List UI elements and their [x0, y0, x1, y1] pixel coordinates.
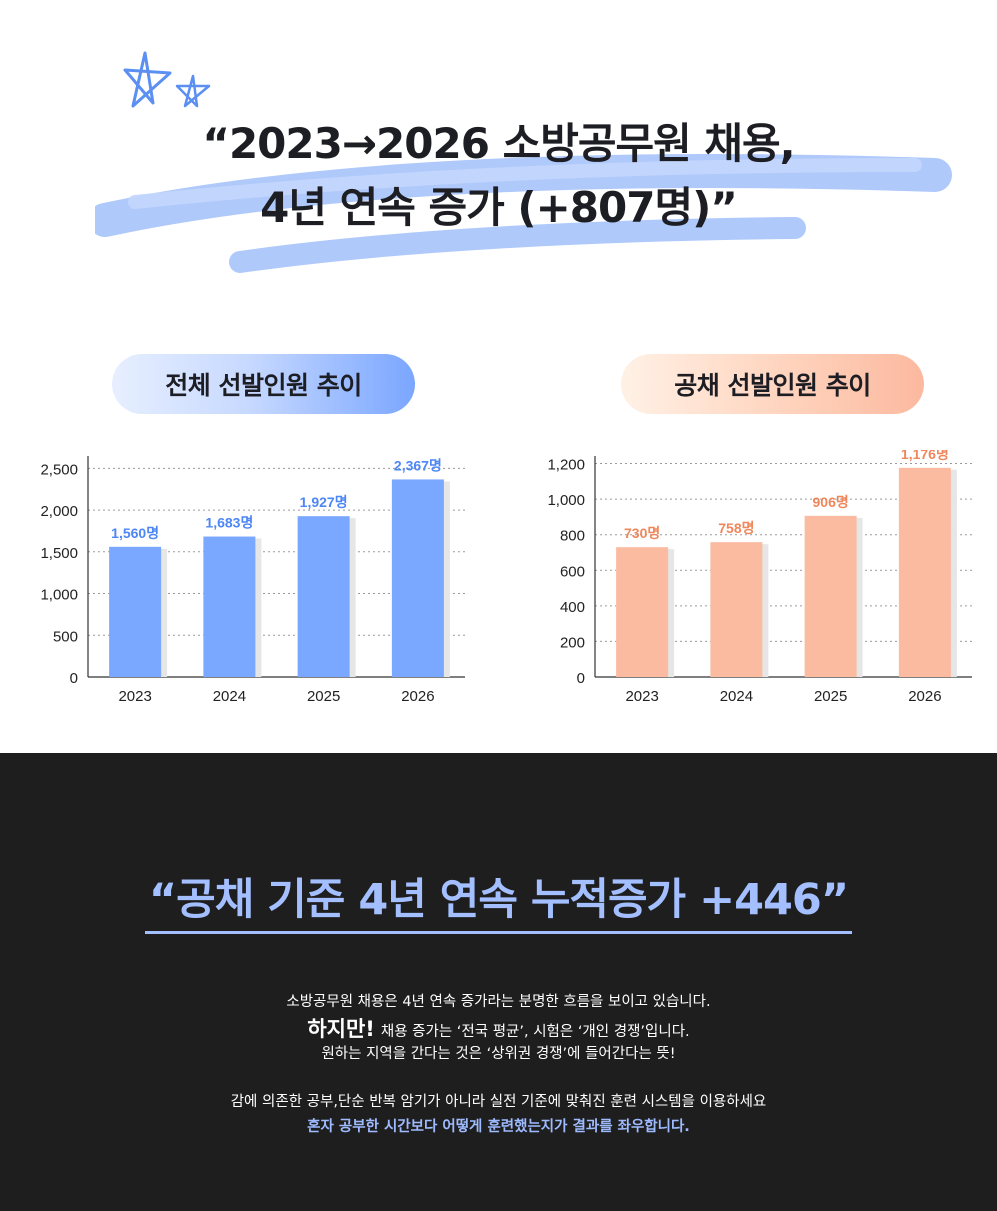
total-bar-2024: [203, 536, 256, 677]
pill-open-recruit-trend: 공채 선발인원 추이: [621, 354, 924, 414]
open-bar-2024: [710, 542, 763, 677]
chart-open-recruit-selection: 0 200 400 600 800 1,000 1,200 730명 2023 758명 2024 9…: [547, 450, 972, 705]
open-ytick-label: 800: [560, 528, 585, 545]
paragraph-region: 원하는 지역을 간다는 것은 ‘상위권 경쟁’에 들어간다는 뜻!: [321, 1046, 676, 1062]
open-ytick-label: 0: [577, 670, 585, 687]
headline-line-2: 4년 연속 증가 (+807명)”: [260, 183, 738, 232]
paragraph-result: 혼자 공부한 시간보다 어떻게 훈련했는지가 결과를 좌우합니다.: [307, 1119, 690, 1135]
brush-stroke-decoration: [95, 154, 952, 273]
open-ytick-label: 1,200: [547, 457, 585, 474]
open-ytick-label: 200: [560, 634, 585, 651]
pill-open-recruit-trend-label: 공채 선발인원 추이: [674, 371, 871, 400]
star-doodle-icon: [123, 51, 211, 108]
pill-total-trend: 전체 선발인원 추이: [112, 354, 415, 414]
chart-total-selection: 0 500 1,000 1,500 2,000 2,500 1,560명 2023 1,683명…: [40, 456, 465, 705]
total-bar-2025: [297, 516, 350, 677]
total-xtick-label: 2026: [401, 688, 434, 705]
however-emphasis: 하지만!: [307, 1017, 375, 1041]
top-section: “2023→2026 소방공무원 채용, 4년 연속 증가 (+807명)” 전…: [0, 51, 997, 705]
pill-total-trend-label: 전체 선발인원 추이: [165, 371, 362, 400]
open-ytick-label: 600: [560, 563, 585, 580]
total-data-label: 2,367명: [394, 457, 442, 473]
open-xtick-label: 2025: [814, 688, 847, 705]
open-xtick-label: 2024: [720, 688, 753, 705]
however-text: 채용 증가는 ‘전국 평균’, 시험은 ‘개인 경쟁’입니다.: [380, 1024, 690, 1040]
total-xtick-label: 2025: [307, 688, 340, 705]
open-xtick-label: 2023: [625, 688, 658, 705]
open-data-label: 758명: [718, 520, 754, 536]
total-data-label: 1,683명: [205, 515, 253, 531]
total-data-label: 1,927명: [300, 494, 348, 510]
total-ytick-label: 500: [53, 628, 78, 645]
total-xtick-label: 2023: [118, 688, 151, 705]
total-data-label: 1,560명: [111, 525, 159, 541]
total-ytick-label: 2,000: [40, 503, 78, 520]
paragraph-trend: 소방공무원 채용은 4년 연속 증가라는 분명한 흐름을 보이고 있습니다.: [286, 994, 711, 1010]
summary-quote: “공채 기준 4년 연속 누적증가 +446”: [0, 865, 997, 934]
open-data-label: 730명: [624, 525, 660, 541]
headline: “2023→2026 소방공무원 채용, 4년 연속 증가 (+807명)”: [0, 112, 997, 240]
open-data-label: 1,176명: [901, 450, 949, 462]
bottom-section: “공채 기준 4년 연속 누적증가 +446” 소방공무원 채용은 4년 연속 …: [0, 753, 997, 1211]
total-ytick-label: 2,500: [40, 461, 78, 478]
open-xtick-label: 2026: [908, 688, 941, 705]
total-ytick-label: 0: [70, 670, 78, 687]
open-ytick-label: 400: [560, 599, 585, 616]
paragraph-however: 하지만! 채용 증가는 ‘전국 평균’, 시험은 ‘개인 경쟁’입니다.: [0, 1013, 997, 1043]
paragraph-system: 감에 의존한 공부,단순 반복 암기가 아니라 실전 기준에 맞춰진 훈련 시스…: [230, 1094, 767, 1110]
open-bar-2026: [898, 467, 951, 677]
total-bar-2026: [391, 479, 444, 677]
total-bar-2023: [109, 546, 162, 677]
total-ytick-label: 1,500: [40, 545, 78, 562]
open-data-label: 906명: [813, 494, 849, 510]
headline-line-1: “2023→2026 소방공무원 채용,: [202, 119, 795, 168]
open-ytick-label: 1,000: [547, 492, 585, 509]
total-ytick-label: 1,000: [40, 587, 78, 604]
open-bar-2025: [804, 515, 857, 677]
open-bar-2023: [616, 547, 669, 677]
summary-quote-text: “공채 기준 4년 연속 누적증가 +446”: [144, 865, 853, 934]
total-xtick-label: 2024: [213, 688, 246, 705]
